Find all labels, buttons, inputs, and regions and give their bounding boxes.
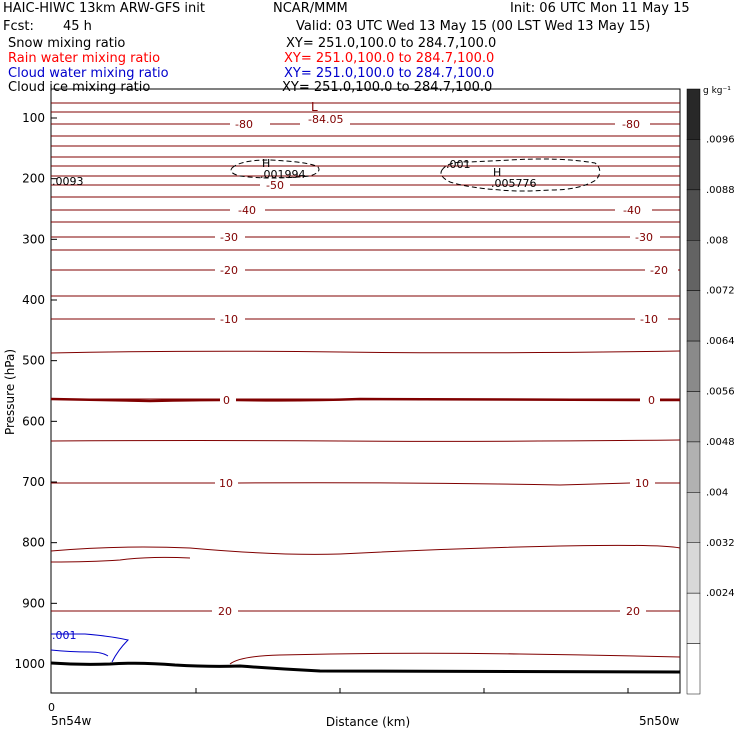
t-contour-line xyxy=(50,350,681,354)
colorbar-band xyxy=(686,391,701,443)
y-tick-label: 200 xyxy=(22,172,45,186)
colorbar-band xyxy=(686,592,701,644)
colorbar-band xyxy=(686,290,701,342)
x-right-endpoint: 5n50w xyxy=(639,714,680,728)
contour-label-m10-right: -10 xyxy=(640,313,658,326)
model-title: HAIC-HIWC 13km ARW-GFS init xyxy=(3,1,205,16)
contour-label-10-left: 10 xyxy=(219,477,233,490)
colorbar-band xyxy=(686,643,701,695)
contour-label-m50: -50 xyxy=(266,179,284,192)
field-cloudice-name: Cloud ice mixing ratio xyxy=(8,80,151,95)
high-value-right: .005776 xyxy=(491,177,537,190)
dashed-contour-right xyxy=(440,158,601,192)
colorbar-unit: g kg⁻¹ xyxy=(703,86,731,96)
colorbar-label: .004 xyxy=(706,487,728,498)
dashed-contour-label: .001 xyxy=(446,158,471,171)
field-snow-name: Snow mixing ratio xyxy=(8,36,126,51)
valid-time: Valid: 03 UTC Wed 13 May 15 (00 LST Wed … xyxy=(296,19,651,34)
field-rain-xy: XY= 251.0,100.0 to 284.7,100.0 xyxy=(284,51,495,66)
low-value: -84.05 xyxy=(308,113,343,126)
contour-label-m80-right: -80 xyxy=(622,118,640,131)
cloud-water-label: .001 xyxy=(52,629,77,642)
t-contour-line xyxy=(229,652,681,665)
y-tick-label: 1000 xyxy=(14,657,45,671)
colorbar: .0096 .0088 .008 .0072 .0064 .0056 .0048 .004 .0… xyxy=(686,88,735,695)
contour-label-10-right: 10 xyxy=(635,477,649,490)
high-marker-right: H xyxy=(493,166,501,179)
org-label: NCAR/MMM xyxy=(273,1,348,16)
colorbar-label: .0032 xyxy=(706,538,735,549)
y-tick-label: 400 xyxy=(22,293,45,307)
contour-label-m20-left: -20 xyxy=(220,264,238,277)
temperature-contours xyxy=(50,102,681,665)
contour-label-m30-left: -30 xyxy=(220,231,238,244)
y-tick-label: 600 xyxy=(22,414,45,428)
y-tick-label: 300 xyxy=(22,232,45,246)
field-cloudwater-name: Cloud water mixing ratio xyxy=(8,66,169,81)
high-value-left: .001994 xyxy=(260,168,306,181)
colorbar-band xyxy=(686,139,701,191)
colorbar-band xyxy=(686,88,701,140)
y-tick-label: 800 xyxy=(22,536,45,550)
contour-label-m80-left: -80 xyxy=(235,118,253,131)
plot-frame xyxy=(50,88,681,694)
colorbar-band xyxy=(686,441,701,493)
dashed-contour-left xyxy=(230,159,320,179)
colorbar-label: .0096 xyxy=(706,134,735,145)
terrain-line xyxy=(50,661,681,674)
colorbar-label: .0072 xyxy=(706,286,735,297)
y-tick-label: 500 xyxy=(22,354,45,368)
colorbar-band xyxy=(686,340,701,392)
t-contour-line xyxy=(50,439,681,442)
field-snow-xy: XY= 251.0,100.0 to 284.7,100.0 xyxy=(286,36,497,51)
contour-label-m30-right: -30 xyxy=(635,231,653,244)
y-tick-label: 100 xyxy=(22,111,45,125)
t-contour-line-10 xyxy=(51,482,680,486)
cloud-water-contour xyxy=(50,633,129,663)
contour-label-0-right: 0 xyxy=(648,394,655,407)
low-marker: L xyxy=(311,100,318,114)
colorbar-label: .0048 xyxy=(706,437,735,448)
colorbar-band xyxy=(686,189,701,241)
t-contour-line xyxy=(50,556,191,563)
y-tick-label: 700 xyxy=(22,475,45,489)
y-tick-label: 900 xyxy=(22,596,45,610)
contour-label-m40-right: -40 xyxy=(623,204,641,217)
x-zero-label: 0 xyxy=(48,701,55,714)
contour-label-20-left: 20 xyxy=(218,605,232,618)
x-left-endpoint: 5n54w xyxy=(51,714,92,728)
edge-contour-label: .0093 xyxy=(52,175,84,188)
colorbar-label: .0056 xyxy=(706,387,735,398)
contour-label-m40-left: -40 xyxy=(238,204,256,217)
contour-label-m10-left: -10 xyxy=(220,313,238,326)
contour-label-m20-right: -20 xyxy=(650,264,668,277)
fcst-value: 45 h xyxy=(63,19,92,34)
x-ticks xyxy=(195,688,629,693)
high-marker-left: H xyxy=(262,157,270,170)
y-axis-title: Pressure (hPa) xyxy=(3,349,17,435)
x-axis-title: Distance (km) xyxy=(326,715,410,729)
init-time: Init: 06 UTC Mon 11 May 15 xyxy=(510,1,690,16)
t-contour-line xyxy=(50,544,681,555)
colorbar-label: .0088 xyxy=(706,185,735,196)
colorbar-band xyxy=(686,240,701,291)
field-cloudwater-xy: XY= 251.0,100.0 to 284.7,100.0 xyxy=(284,66,495,81)
field-cloudice-xy: XY= 251.0,100.0 to 284.7,100.0 xyxy=(282,80,493,95)
colorbar-band xyxy=(686,492,701,544)
colorbar-band xyxy=(686,542,701,594)
contour-label-0-left: 0 xyxy=(223,394,230,407)
colorbar-label: .008 xyxy=(706,235,728,246)
colorbar-label: .0064 xyxy=(706,336,735,347)
colorbar-label: .0024 xyxy=(706,588,735,599)
contour-label-20-right: 20 xyxy=(626,605,640,618)
fcst-label: Fcst: xyxy=(3,19,34,34)
field-rain-name: Rain water mixing ratio xyxy=(8,51,161,66)
t-contour-zero xyxy=(50,397,680,403)
